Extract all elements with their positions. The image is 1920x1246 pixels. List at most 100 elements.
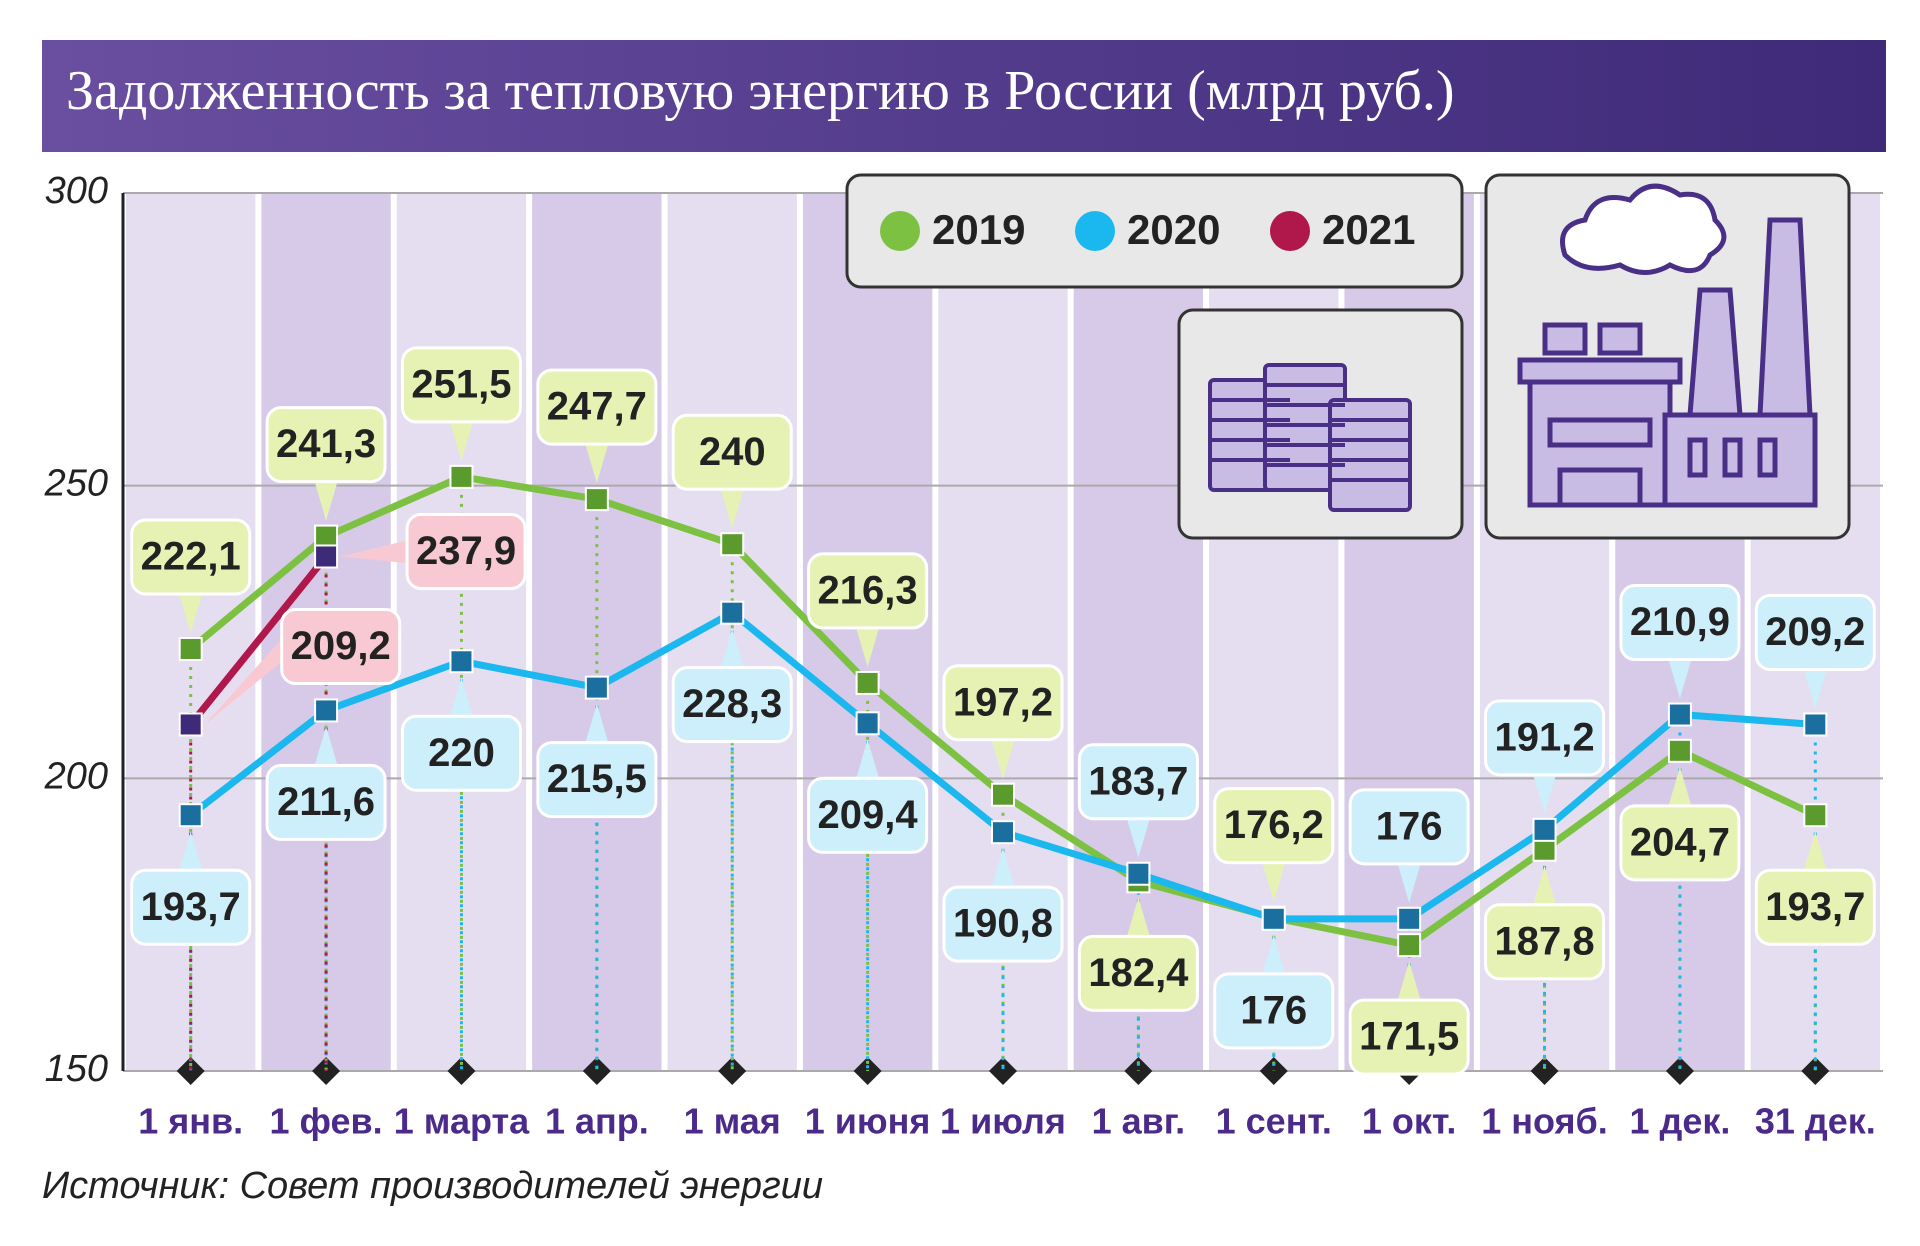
- legend-label: 2020: [1127, 206, 1220, 253]
- label-box: [942, 885, 1064, 963]
- label-box: [807, 776, 929, 854]
- label-pointer: [991, 848, 1015, 890]
- x-tick-marker: [1665, 1057, 1694, 1085]
- value-label: 222,1: [141, 535, 241, 579]
- legend-label: 2021: [1322, 206, 1415, 253]
- value-label: 210,9: [1630, 600, 1730, 644]
- point-marker: [1667, 738, 1692, 763]
- factory-shape: [1517, 183, 1818, 508]
- point-marker: [855, 670, 880, 695]
- source: Источник: Совет производителей энергии: [42, 1165, 823, 1207]
- label-pointer: [584, 703, 609, 745]
- x-tick-label: 1 янв.: [138, 1101, 243, 1142]
- label-pointer: [1126, 897, 1151, 939]
- value-label: 237,9: [416, 529, 516, 573]
- point-marker: [720, 600, 745, 625]
- x-tick-label: 31 дек.: [1755, 1101, 1876, 1142]
- point-marker: [449, 649, 474, 674]
- label-pointer: [178, 591, 203, 633]
- point-marker: [855, 711, 880, 736]
- value-label: 176,2: [1224, 803, 1324, 847]
- plot: 150 200 250 300 1 янв. 1 фев. 1 марта 1 апр. 1 м…: [44, 170, 1883, 1142]
- value-label: 228,3: [682, 682, 782, 726]
- value-label: 209,2: [1765, 610, 1865, 654]
- x-tick-label: 1 окт.: [1362, 1101, 1457, 1142]
- label-pointer: [449, 419, 474, 461]
- x-tick-label: 1 нояб.: [1481, 1101, 1608, 1142]
- label-pointer: [720, 628, 745, 670]
- label-box: [671, 666, 793, 744]
- x-tick-label: 1 марта: [394, 1101, 530, 1142]
- label-box: [130, 868, 252, 946]
- chart-title: Задолженность за тепловую энергию в Росс…: [66, 60, 1455, 122]
- label-pointer: [855, 739, 880, 781]
- y-tick-label: 250: [44, 463, 108, 505]
- point-marker: [314, 544, 339, 569]
- label-box: [536, 741, 658, 819]
- label-box: [130, 518, 252, 596]
- value-label: 209,2: [291, 624, 391, 668]
- value-label: 176: [1376, 804, 1443, 848]
- label-box: [1619, 804, 1741, 882]
- value-label: 216,3: [818, 568, 918, 612]
- label-pointer: [449, 677, 474, 719]
- series-line: [187, 554, 329, 727]
- label-pointer: [1803, 831, 1828, 873]
- x-tick-label: 1 июля: [940, 1101, 1066, 1142]
- x-tick-label: 1 фев.: [269, 1101, 382, 1142]
- label-box: [1484, 903, 1606, 981]
- legend: 2019 2020 2021: [845, 173, 1464, 289]
- x-tick-label: 1 июня: [805, 1101, 931, 1142]
- title-band: [42, 40, 1886, 152]
- y-tick-label: 200: [44, 755, 108, 797]
- label-box: [1077, 934, 1199, 1012]
- value-label: 182,4: [1088, 951, 1189, 995]
- point-marker: [1126, 861, 1151, 886]
- point-marker: [1532, 837, 1557, 862]
- x-tick-marker: [989, 1057, 1017, 1085]
- value-label: 176: [1240, 988, 1307, 1032]
- value-label: 193,7: [141, 885, 241, 929]
- x-tick-label: 1 мая: [684, 1101, 781, 1142]
- label-pointer: [720, 487, 745, 529]
- point-marker: [584, 675, 609, 700]
- point-marker: [1667, 702, 1692, 727]
- value-label: 171,5: [1359, 1015, 1459, 1059]
- label-box: [1754, 868, 1876, 946]
- label-box: [536, 368, 658, 446]
- point-marker: [178, 712, 203, 737]
- label-pointer: [1261, 934, 1286, 976]
- label-pointer: [584, 442, 609, 484]
- value-label: 190,8: [953, 902, 1053, 946]
- value-label: 211,6: [277, 780, 375, 824]
- point-marker: [178, 803, 203, 828]
- value-label: 183,7: [1088, 759, 1188, 803]
- value-label: 220: [428, 731, 495, 775]
- legend-swatch: [880, 211, 920, 251]
- label-box: [1213, 972, 1335, 1050]
- label-pointer: [1261, 860, 1286, 902]
- column-band: [532, 193, 662, 1071]
- label-box: [265, 406, 387, 484]
- value-label: 251,5: [411, 362, 511, 406]
- label-pointer: [314, 726, 339, 768]
- label-box: [280, 607, 402, 685]
- legend-swatch: [1270, 211, 1310, 251]
- legend-box: [845, 173, 1464, 289]
- label-pointer: [204, 634, 286, 725]
- value-label: 193,7: [1765, 885, 1865, 929]
- label-pointer: [991, 737, 1015, 779]
- y-tick-label: 150: [45, 1048, 108, 1090]
- point-marker: [1532, 817, 1557, 842]
- x-tick-marker: [1530, 1057, 1559, 1085]
- label-pointer: [1532, 772, 1557, 814]
- legend-label: 2019: [932, 206, 1025, 253]
- point-marker: [1397, 933, 1422, 958]
- label-box: [1348, 998, 1470, 1076]
- point-marker: [720, 532, 745, 557]
- label-box: [400, 714, 522, 792]
- label-pointer: [1397, 861, 1422, 903]
- label-box: [671, 413, 793, 491]
